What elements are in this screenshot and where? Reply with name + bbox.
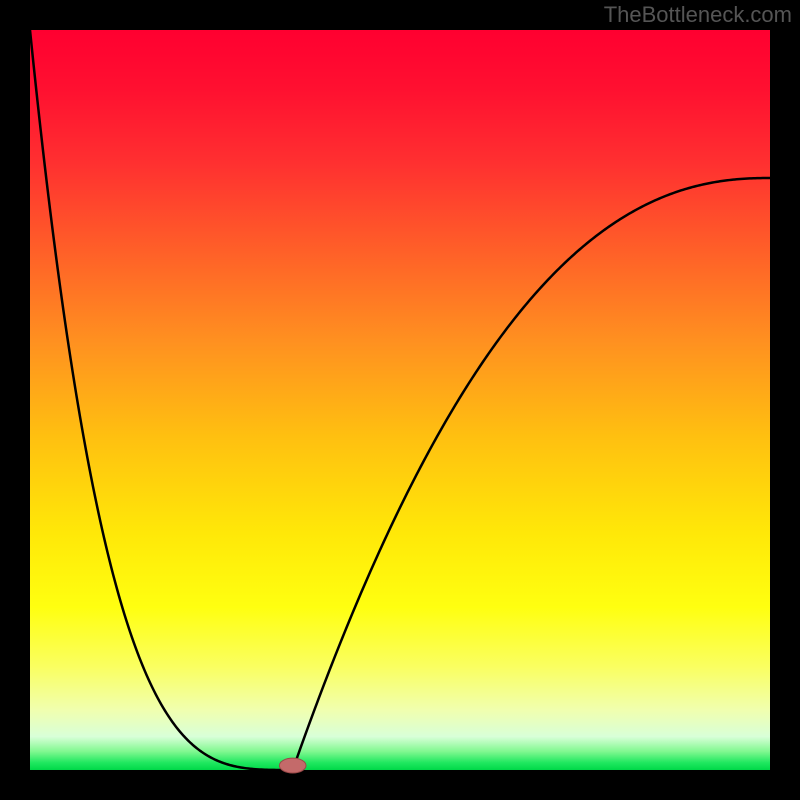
watermark-text: TheBottleneck.com	[604, 2, 792, 28]
chart-frame: TheBottleneck.com	[0, 0, 800, 800]
bottleneck-chart	[0, 0, 800, 800]
